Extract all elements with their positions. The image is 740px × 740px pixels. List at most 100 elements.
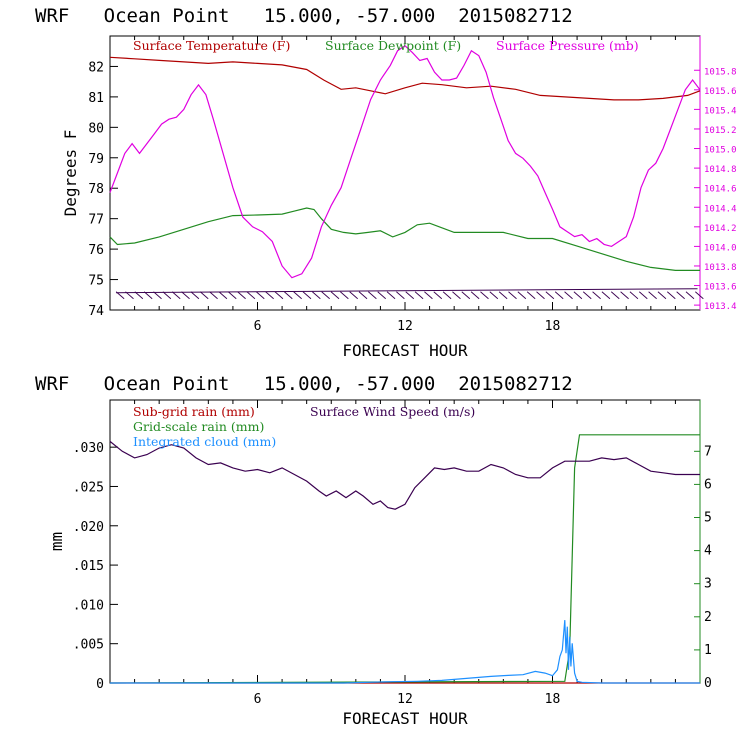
top-series <box>109 45 701 279</box>
top-left-tick-labels: 74 75 76 77 78 79 80 81 82 <box>88 60 104 319</box>
wind-barb <box>638 291 648 300</box>
wind-barb <box>592 291 601 300</box>
wind-barbs <box>115 288 704 300</box>
y2-tick-label: 1014.0 <box>704 243 737 253</box>
wind-barb <box>424 291 433 300</box>
wind-barb <box>293 291 302 300</box>
wind-barb <box>358 291 368 300</box>
y-tick-label: .010 <box>73 598 104 613</box>
wind-barb <box>536 291 545 300</box>
y2-tick-label: 0 <box>704 676 712 691</box>
wind-barb <box>480 291 489 300</box>
wind-barb <box>620 291 629 300</box>
top-x-tick-labels: 6 12 18 <box>254 319 561 334</box>
wind-barb <box>218 291 228 300</box>
top-axis-ticks <box>110 36 701 311</box>
y2-tick-label: 5 <box>704 511 712 526</box>
wind-barb <box>545 291 555 300</box>
y2-tick-label: 1015.8 <box>704 67 737 77</box>
wind-barb <box>685 291 695 300</box>
wind-barb-baseline <box>116 288 698 294</box>
x-tick-label: 6 <box>254 692 262 707</box>
y2-tick-label: 1015.0 <box>704 146 737 156</box>
top-y-axis-label: Degrees F <box>61 130 80 217</box>
wind-barb <box>582 291 592 300</box>
wind-barb <box>377 291 387 300</box>
legend-integrated-cloud: Integrated cloud (mm) <box>133 434 276 449</box>
legend-grid-scale-rain: Grid-scale rain (mm) <box>133 419 264 434</box>
wind-barb <box>340 291 349 300</box>
y-tick-label: 80 <box>88 121 104 136</box>
wind-barb <box>573 291 583 300</box>
integrated-cloud-line <box>110 620 700 684</box>
wind-barb <box>209 291 218 300</box>
top-plot-frame <box>109 35 701 311</box>
y-tick-label: 74 <box>88 304 104 319</box>
wind-barb <box>330 291 340 300</box>
legend-surface-wind-speed: Surface Wind Speed (m/s) <box>310 404 475 419</box>
y-tick-label: .020 <box>73 520 104 535</box>
y-tick-label: 78 <box>88 182 104 197</box>
y-tick-label: 79 <box>88 152 104 167</box>
wind-barb <box>349 291 358 300</box>
y2-tick-label: 6 <box>704 477 712 492</box>
y2-tick-label: 1013.6 <box>704 283 737 293</box>
wind-barb <box>386 291 396 300</box>
wind-barb <box>508 291 517 300</box>
y2-tick-label: 4 <box>704 544 712 559</box>
temperature-line <box>109 56 701 101</box>
wind-barb <box>629 291 639 300</box>
y2-tick-label: 2 <box>704 610 712 625</box>
wind-barb <box>610 291 620 300</box>
wind-barb <box>227 291 237 300</box>
y2-tick-label: 1015.4 <box>704 106 737 116</box>
x-tick-label: 12 <box>397 319 413 334</box>
wind-barb <box>442 291 452 300</box>
y2-tick-label: 1015.2 <box>704 126 737 136</box>
bottom-right-tick-labels: 0 1 2 3 4 5 6 7 <box>704 444 712 691</box>
wind-barb <box>498 291 508 300</box>
bottom-chart-title: WRF Ocean Point 15.000, -57.000 20150827… <box>35 373 573 395</box>
wind-speed-line <box>109 440 700 510</box>
wind-barb <box>255 291 265 300</box>
dewpoint-line <box>109 207 700 271</box>
y-tick-label: 0 <box>96 677 104 692</box>
pressure-line <box>109 45 701 279</box>
wind-barb <box>283 291 293 300</box>
wind-barb <box>171 291 181 300</box>
legend-sub-grid-rain: Sub-grid rain (mm) <box>133 404 255 419</box>
bottom-left-tick-labels: 0 .005 .010 .015 .020 .025 .030 <box>73 441 104 692</box>
bottom-legend: Sub-grid rain (mm) Surface Wind Speed (m… <box>133 404 475 449</box>
wind-barb <box>461 291 471 300</box>
top-chart-title: WRF Ocean Point 15.000, -57.000 20150827… <box>35 5 573 27</box>
wind-barb <box>199 291 209 300</box>
wind-barb <box>564 291 573 300</box>
wind-barb <box>489 291 499 300</box>
wind-barb <box>433 291 443 300</box>
x-tick-label: 6 <box>254 319 262 334</box>
wind-barb <box>470 291 480 300</box>
wind-barb <box>667 291 676 300</box>
x-tick-label: 18 <box>545 319 561 334</box>
wind-barb <box>648 291 657 300</box>
bottom-series <box>109 434 700 684</box>
legend-surface-pressure: Surface Pressure (mb) <box>496 38 639 53</box>
wind-barb <box>396 291 405 300</box>
y-tick-label: .015 <box>73 559 104 574</box>
legend-surface-temperature: Surface Temperature (F) <box>133 38 290 53</box>
y-tick-label: 75 <box>88 274 104 289</box>
y-tick-label: .025 <box>73 480 104 495</box>
wind-barb <box>695 291 704 300</box>
wind-barb <box>676 291 685 300</box>
y2-tick-label: 1013.4 <box>704 302 737 312</box>
wind-barb <box>237 291 246 300</box>
bottom-y-axis-label: mm <box>47 532 66 551</box>
y2-tick-label: 7 <box>704 444 712 459</box>
top-x-axis-label: FORECAST HOUR <box>342 341 468 360</box>
wind-barb <box>274 291 284 300</box>
wind-barb <box>601 291 611 300</box>
y-tick-label: 82 <box>88 60 104 75</box>
y2-tick-label: 1 <box>704 643 712 658</box>
y2-tick-label: 1013.8 <box>704 263 737 273</box>
